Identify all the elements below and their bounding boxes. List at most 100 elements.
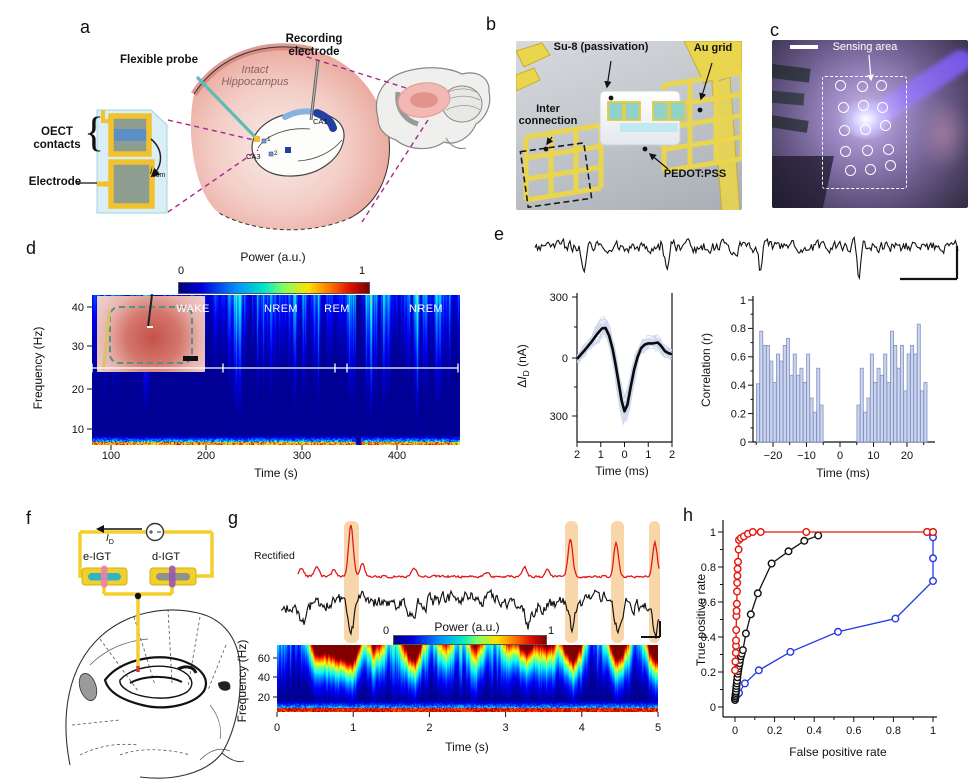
d-ylabel: Frequency (Hz)	[31, 326, 45, 410]
stage-nrem-1: NREM	[264, 303, 298, 315]
svg-text:4: 4	[579, 722, 585, 734]
label-interconnection: Inter connection	[518, 103, 578, 128]
svg-text:2: 2	[669, 449, 675, 461]
svg-text:40: 40	[72, 302, 84, 314]
label-sensing-area: Sensing area	[832, 41, 898, 53]
atlas-hippocampus	[103, 656, 207, 709]
label-electrode: Electrode	[28, 176, 82, 188]
stage-wake: WAKE	[176, 303, 210, 315]
g-xlabel: Time (s)	[445, 740, 489, 754]
label-pedot: PEDOT:PSS	[663, 168, 727, 180]
ripple-highlight-band	[344, 521, 360, 643]
svg-text:0: 0	[732, 725, 738, 737]
stage-rem: REM	[324, 303, 350, 315]
photo-tissue-glow	[918, 96, 968, 172]
recording-site-circle	[876, 101, 888, 113]
d-xlabel: Time (s)	[254, 466, 298, 480]
label-flexible-probe: Flexible probe	[120, 54, 198, 66]
interconnection-grid-left	[523, 122, 604, 203]
recording-electrode-line	[309, 59, 320, 121]
svg-text:400: 400	[388, 450, 406, 462]
colorbar-d-max: 1	[358, 265, 366, 277]
colorbar-g-title: Power (a.u.)	[434, 620, 500, 634]
recording-site-circle	[884, 159, 896, 171]
svg-text:60: 60	[258, 653, 270, 665]
colorbar-g	[393, 635, 547, 645]
surgery-inset-photo	[97, 293, 205, 372]
roc-ylabel: True positive rate	[694, 573, 708, 667]
svg-text:0.8: 0.8	[731, 323, 746, 335]
ripple-highlight-band	[565, 521, 578, 643]
pedot-pads	[607, 101, 686, 121]
svg-text:1: 1	[930, 725, 936, 737]
svg-text:10: 10	[867, 450, 879, 462]
svg-text:0.2: 0.2	[701, 667, 716, 679]
spike-waveform-plot: 300 0 300 2 1 0 1 2	[550, 292, 675, 461]
exposed-hippocampus-region	[397, 82, 451, 118]
recording-site-circle	[844, 164, 856, 176]
panel-letter-e: e	[494, 224, 505, 244]
label-ca3: CA3	[246, 152, 261, 161]
svg-text:1: 1	[350, 722, 356, 734]
label-au-grid: Au grid	[693, 42, 733, 54]
sensing-area-dashed-box	[822, 76, 907, 189]
ripple-highlight-band	[648, 521, 660, 643]
roc-series-black	[731, 531, 823, 705]
panel-letter-f: f	[26, 508, 32, 528]
correlation-histogram: 1 0.8 0.6 0.4 0.2 0 −20 −10 0 10 20	[731, 295, 935, 462]
recording-site-circle	[834, 79, 846, 91]
probe-tip	[254, 136, 260, 142]
svg-text:2: 2	[426, 722, 432, 734]
svg-text:200: 200	[197, 450, 215, 462]
svg-text:0.6: 0.6	[846, 725, 861, 737]
svg-text:0.8: 0.8	[886, 725, 901, 737]
label-id-current: ID	[106, 533, 114, 546]
panel-letter-a: a	[80, 17, 91, 37]
svg-text:20: 20	[901, 450, 913, 462]
label-ca1: CA1	[313, 117, 328, 126]
inset-scale-bar	[183, 356, 198, 361]
sensing-arrow	[867, 54, 874, 82]
inset-probe-tip	[147, 326, 153, 328]
recording-site-circle	[837, 101, 849, 113]
spike-xlabel: Time (ms)	[595, 464, 649, 478]
circuit-junction-dot	[134, 592, 142, 600]
recording-site-circle	[859, 123, 871, 135]
zoom-link-dashed-lines	[167, 53, 429, 223]
oect-brace: {	[84, 110, 105, 156]
svg-text:1: 1	[598, 449, 604, 461]
label-oect-contacts: OECT contacts	[33, 126, 81, 151]
svg-text:300: 300	[550, 411, 568, 423]
svg-text:0.2: 0.2	[731, 408, 746, 420]
label-intact-hippocampus: Intact Hippocampus	[221, 64, 289, 89]
svg-text:0.8: 0.8	[701, 562, 716, 574]
g-ylabel: Frequency (Hz)	[235, 639, 249, 723]
roc-series-red	[731, 528, 938, 675]
label-su8: Su-8 (passivation)	[553, 41, 649, 53]
ripple-highlight-band	[610, 521, 624, 643]
recording-site-circle	[861, 144, 873, 156]
device-render-art	[516, 41, 742, 210]
svg-text:0: 0	[274, 722, 280, 734]
digt-device	[149, 565, 197, 588]
corr-xlabel: Time (ms)	[816, 466, 870, 480]
label-digt: d-IGT	[152, 551, 181, 563]
recording-site-circle	[864, 163, 876, 175]
recording-site-circle	[839, 145, 851, 157]
svg-text:0: 0	[740, 437, 746, 449]
recording-site-circle	[875, 79, 887, 91]
recording-site-circle	[856, 80, 868, 92]
annotation-arrows	[543, 60, 713, 170]
svg-text:0: 0	[710, 702, 716, 714]
colorbar-g-min: 0	[382, 625, 390, 637]
eigt-device	[81, 565, 128, 588]
svg-text:0: 0	[621, 449, 627, 461]
label-site-1: 1	[267, 136, 271, 143]
svg-text:1: 1	[645, 449, 651, 461]
svg-text:0: 0	[562, 353, 568, 365]
svg-text:1: 1	[740, 295, 746, 307]
corr-ylabel: Correlation (r)	[699, 332, 713, 408]
label-eigt: e-IGT	[83, 551, 112, 563]
colorbar-d-min: 0	[177, 265, 185, 277]
